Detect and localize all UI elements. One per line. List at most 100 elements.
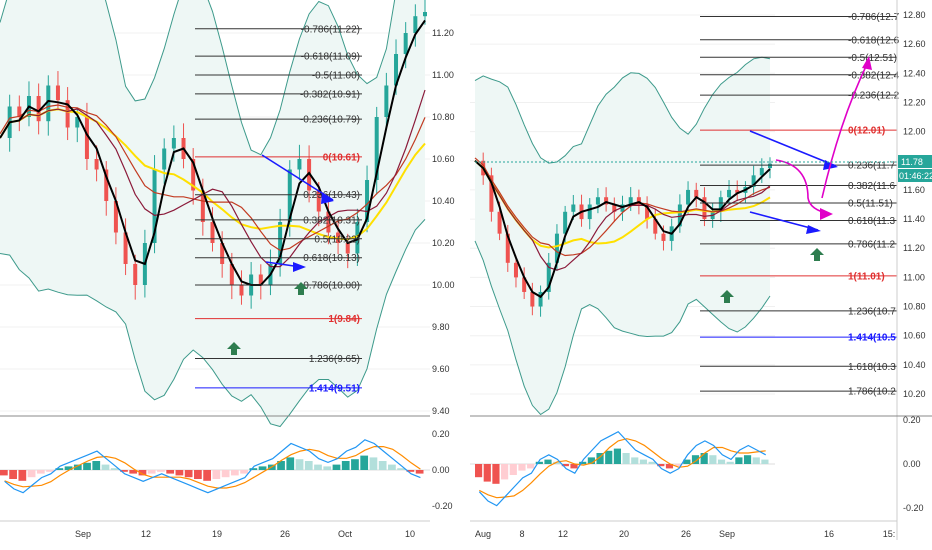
right-green-up-arrow-icon bbox=[810, 248, 824, 261]
left-candle-body bbox=[36, 96, 41, 122]
right-macd-bar bbox=[735, 457, 743, 464]
left-macd-bar bbox=[221, 470, 230, 478]
right-candle-body bbox=[563, 211, 568, 234]
left-macd-bar bbox=[295, 459, 304, 470]
left-fib-label: -0.382(10.91) bbox=[300, 89, 360, 100]
left-price-tick: 9.60 bbox=[432, 364, 450, 374]
right-price-tick: 12.80 bbox=[903, 10, 926, 20]
left-macd-bar bbox=[157, 470, 165, 472]
left-macd-bar bbox=[378, 461, 387, 470]
right-candle-body bbox=[727, 189, 732, 198]
right-fib-label: 0.786(11.2 bbox=[848, 239, 896, 250]
right-blue-lower-line bbox=[749, 211, 819, 231]
left-macd-bar bbox=[314, 464, 322, 470]
right-macd-bar bbox=[492, 464, 500, 484]
right-magenta-up-arrowhead bbox=[862, 56, 872, 70]
left-macd-bar bbox=[92, 461, 101, 470]
right-candle-body bbox=[661, 233, 666, 241]
right-annotations bbox=[475, 56, 897, 303]
right-price-tick: 12.00 bbox=[903, 127, 926, 137]
right-macd-bar bbox=[752, 457, 760, 464]
right-candle-body bbox=[522, 277, 527, 292]
left-chart-panel[interactable]: -0.786(11.22) -0.618(11.09) -0.5(11.00) -0.… bbox=[0, 0, 455, 539]
right-fib-label: 0.382(11.6 bbox=[848, 181, 896, 192]
right-candle-body bbox=[759, 168, 764, 176]
right-ma-fast bbox=[474, 160, 771, 299]
left-fib-label: 1.414(9.51) bbox=[309, 383, 360, 394]
right-magenta-arrowhead bbox=[820, 208, 833, 220]
right-fibonacci-levels: -0.786(12.7 -0.618(12.6 -0.5(12.51) -0.382(… bbox=[700, 12, 900, 398]
left-blue-short-arrowhead bbox=[293, 262, 306, 272]
right-macd-bar bbox=[761, 459, 769, 464]
left-candle-body bbox=[191, 159, 196, 191]
left-fib-label: 0(10.61) bbox=[323, 152, 360, 163]
left-date-tick: Oct bbox=[338, 529, 353, 539]
right-candle-body bbox=[612, 204, 617, 212]
right-fib-label: -0.382(12.4 bbox=[848, 70, 900, 81]
right-price-tick: 12.20 bbox=[903, 97, 926, 107]
left-macd-bar bbox=[388, 464, 396, 470]
left-macd-axis: 0.20 0.00 -0.20 bbox=[432, 429, 453, 511]
left-price-tick: 10.20 bbox=[432, 238, 455, 248]
left-macd-bar bbox=[147, 470, 156, 474]
left-candle-body bbox=[374, 117, 379, 180]
right-candle-body bbox=[620, 204, 625, 212]
left-macd-bar bbox=[304, 461, 313, 470]
left-candle-body bbox=[394, 54, 399, 86]
right-band-fill bbox=[475, 57, 770, 415]
left-price-tick: 10.40 bbox=[432, 196, 455, 206]
left-candle-body bbox=[55, 85, 60, 101]
right-candle-body bbox=[735, 189, 740, 193]
left-green-up-arrow-icon bbox=[294, 282, 308, 295]
right-date-tick: 16 bbox=[824, 529, 834, 539]
right-price-tick: 10.20 bbox=[903, 389, 926, 399]
left-macd-tick: 0.00 bbox=[432, 465, 450, 475]
left-macd-bar bbox=[46, 470, 54, 472]
right-price-tick: 12.40 bbox=[903, 68, 926, 78]
left-ma-mid bbox=[0, 89, 426, 268]
left-macd-bar bbox=[138, 470, 147, 476]
right-price-tick: 11.00 bbox=[903, 272, 925, 282]
left-date-tick: Sep bbox=[75, 529, 91, 539]
right-date-tick: Sep bbox=[719, 529, 735, 539]
right-candle-body bbox=[702, 197, 707, 220]
left-moving-averages bbox=[0, 19, 426, 286]
left-candle-body bbox=[210, 222, 215, 243]
right-moving-averages bbox=[474, 157, 771, 299]
right-macd-tick: 0.20 bbox=[903, 415, 921, 425]
left-macd-bar bbox=[129, 470, 138, 474]
right-candle-body bbox=[768, 163, 772, 169]
right-macd-bar bbox=[674, 464, 682, 467]
left-candle-body bbox=[287, 169, 292, 222]
right-price-tick: 11.40 bbox=[903, 214, 925, 224]
right-candle-body bbox=[505, 233, 510, 263]
left-price-tick: 10.60 bbox=[432, 154, 455, 164]
left-macd-bar bbox=[212, 470, 221, 479]
right-macd-bar bbox=[726, 461, 734, 464]
left-macd-bar bbox=[258, 466, 267, 470]
right-countdown-box bbox=[898, 169, 932, 182]
right-candle-body bbox=[595, 197, 600, 205]
right-chart-panel[interactable]: -0.786(12.7 -0.618(12.6 -0.5(12.51) -0.382(… bbox=[470, 0, 932, 540]
left-green-up-arrow-icon bbox=[227, 342, 241, 355]
right-candle-body bbox=[694, 189, 699, 198]
right-macd-line bbox=[478, 430, 766, 507]
right-last-price-box bbox=[898, 155, 932, 168]
right-candle-body bbox=[571, 204, 576, 212]
left-macd-bar bbox=[203, 470, 211, 481]
left-fib-label: 0.786(10.00) bbox=[303, 281, 360, 292]
right-last-price-tag: 11.78 01:46:22 bbox=[898, 155, 932, 182]
left-candle-body bbox=[326, 211, 331, 233]
left-candle-body bbox=[423, 12, 427, 17]
left-macd-bar bbox=[369, 457, 378, 470]
right-macd-bar bbox=[709, 455, 717, 464]
left-candle-body bbox=[65, 100, 70, 128]
right-candle-body bbox=[628, 197, 633, 205]
right-macd-bar bbox=[527, 464, 535, 469]
left-price-tick: 11.00 bbox=[432, 70, 454, 80]
left-macd-bar bbox=[194, 470, 202, 479]
right-last-price-value: 11.78 bbox=[901, 157, 923, 167]
right-macd-bar bbox=[683, 459, 691, 464]
left-macd-tick: 0.20 bbox=[432, 429, 450, 439]
